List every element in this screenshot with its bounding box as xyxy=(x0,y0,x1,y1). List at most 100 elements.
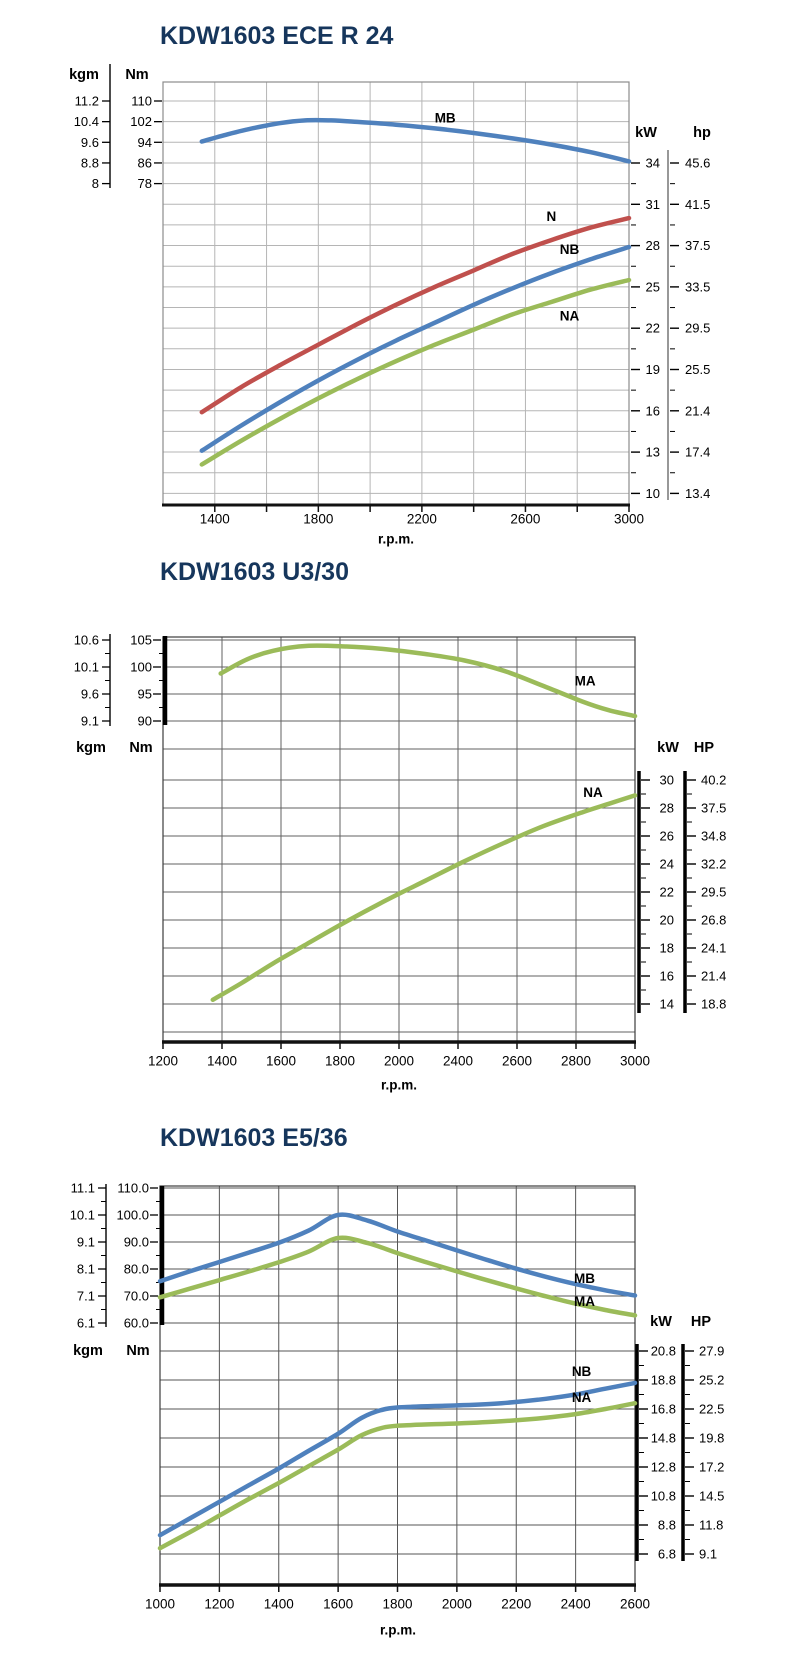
hp-tick-label: 21.4 xyxy=(685,403,710,418)
x-tick-label: 2600 xyxy=(502,1054,532,1069)
x-tick-label: 3000 xyxy=(614,512,644,527)
kw-tick-label: 16 xyxy=(660,969,674,984)
kw-tick-label: 12.8 xyxy=(651,1460,676,1475)
curve-NA xyxy=(157,1400,638,1551)
kgm-axis-header: kgm xyxy=(69,67,99,83)
hp-tick-label: 22.5 xyxy=(699,1402,724,1417)
kgm-tick-label: 8.8 xyxy=(81,155,99,170)
hp-tick-label: 24.1 xyxy=(701,941,726,956)
nm-tick-label: 86 xyxy=(138,155,152,170)
kgm-tick-label: 9.1 xyxy=(81,714,99,729)
kgm-tick-label: 8.1 xyxy=(77,1262,95,1277)
hp-tick-label: 45.6 xyxy=(685,156,710,171)
kgm-tick-label: 10.1 xyxy=(70,1208,95,1223)
hp-axis-header: HP xyxy=(691,1314,711,1330)
x-tick-label: 2000 xyxy=(384,1054,414,1069)
kgm-tick-label: 6.1 xyxy=(77,1316,95,1331)
x-axis-unit-label: r.p.m. xyxy=(378,532,414,547)
hp-axis-header: hp xyxy=(693,125,711,141)
x-tick-label: 1600 xyxy=(323,1597,353,1612)
hp-tick-label: 40.2 xyxy=(701,773,726,788)
kw-tick-label: 28 xyxy=(646,238,660,253)
hp-tick-label: 18.8 xyxy=(701,997,726,1012)
hp-tick-label: 17.2 xyxy=(699,1460,724,1475)
kgm-tick-label: 9.6 xyxy=(81,135,99,150)
curve-NA xyxy=(199,277,632,467)
kw-tick-label: 22 xyxy=(660,885,674,900)
kgm-tick-label: 8 xyxy=(92,176,99,191)
hp-tick-label: 41.5 xyxy=(685,197,710,212)
x-axis-unit-label: r.p.m. xyxy=(381,1078,417,1093)
nm-tick-label: 90 xyxy=(138,714,152,729)
nm-tick-label: 105 xyxy=(130,633,152,648)
kgm-tick-label: 9.1 xyxy=(77,1235,95,1250)
chart-title-u3-30: KDW1603 U3/30 xyxy=(160,558,349,586)
hp-tick-label: 21.4 xyxy=(701,969,726,984)
kw-axis-header: kW xyxy=(650,1314,672,1330)
kw-tick-label: 30 xyxy=(660,773,674,788)
nm-tick-label: 78 xyxy=(138,176,152,191)
nm-tick-label: 90.0 xyxy=(124,1235,149,1250)
kw-tick-label: 16.8 xyxy=(651,1402,676,1417)
x-tick-label: 3000 xyxy=(620,1054,650,1069)
hp-tick-label: 29.5 xyxy=(701,885,726,900)
kw-tick-label: 6.8 xyxy=(658,1547,676,1562)
hp-tick-label: 11.8 xyxy=(699,1518,723,1533)
x-tick-label: 2600 xyxy=(510,512,540,527)
hp-axis-header: HP xyxy=(694,740,714,756)
curve-MA xyxy=(157,1235,638,1318)
curve-label-NA: NA xyxy=(583,785,603,800)
hp-tick-label: 19.8 xyxy=(699,1431,724,1446)
curve-label-NB: NB xyxy=(560,242,580,257)
hp-tick-label: 27.9 xyxy=(699,1344,724,1359)
hp-tick-label: 32.2 xyxy=(701,857,726,872)
kw-axis-header: kW xyxy=(635,125,657,141)
curve-label-MB: MB xyxy=(574,1271,595,1286)
kw-tick-label: 13 xyxy=(646,445,660,460)
curve-label-NB: NB xyxy=(572,1364,592,1379)
nm-tick-label: 100 xyxy=(130,660,152,675)
kgm-tick-label: 10.4 xyxy=(74,114,99,129)
kw-tick-label: 16 xyxy=(646,403,660,418)
nm-tick-label: 94 xyxy=(138,135,152,150)
hp-tick-label: 37.5 xyxy=(685,238,710,253)
hp-tick-label: 29.5 xyxy=(685,321,710,336)
kw-tick-label: 34 xyxy=(646,156,660,171)
curve-NB xyxy=(199,244,632,453)
x-axis-unit-label: r.p.m. xyxy=(380,1623,416,1638)
kw-tick-label: 19 xyxy=(646,362,660,377)
hp-tick-label: 17.4 xyxy=(685,445,710,460)
hp-tick-label: 37.5 xyxy=(701,801,726,816)
kw-tick-label: 24 xyxy=(660,857,674,872)
hp-tick-label: 13.4 xyxy=(685,486,710,501)
kw-tick-label: 10 xyxy=(646,486,660,501)
chart-title-e5-36: KDW1603 E5/36 xyxy=(160,1124,348,1152)
hp-tick-label: 25.2 xyxy=(699,1373,724,1388)
hp-tick-label: 34.8 xyxy=(701,829,726,844)
kgm-axis-header: kgm xyxy=(73,1343,103,1359)
curve-N xyxy=(199,215,632,415)
kgm-tick-label: 7.1 xyxy=(77,1289,95,1304)
curve-label-NA: NA xyxy=(572,1390,592,1405)
x-tick-label: 2800 xyxy=(561,1054,591,1069)
nm-axis-header: Nm xyxy=(129,740,152,756)
kgm-tick-label: 11.1 xyxy=(71,1181,95,1196)
nm-tick-label: 102 xyxy=(130,114,152,129)
nm-tick-label: 110 xyxy=(131,94,152,109)
kw-tick-label: 8.8 xyxy=(658,1518,676,1533)
kgm-tick-label: 10.1 xyxy=(74,660,99,675)
x-tick-label: 1200 xyxy=(148,1054,178,1069)
curve-label-MA: MA xyxy=(574,1294,595,1309)
chart-title-ece-r24: KDW1603 ECE R 24 xyxy=(160,22,394,50)
hp-tick-label: 14.5 xyxy=(699,1489,724,1504)
kw-tick-label: 31 xyxy=(646,197,660,212)
curve-NB xyxy=(157,1380,638,1538)
kw-tick-label: 20.8 xyxy=(651,1344,676,1359)
curve-label-MB: MB xyxy=(435,111,456,126)
nm-tick-label: 80.0 xyxy=(124,1262,149,1277)
curve-label-NA: NA xyxy=(560,308,580,323)
kw-tick-label: 26 xyxy=(660,829,674,844)
x-tick-label: 1200 xyxy=(204,1597,234,1612)
